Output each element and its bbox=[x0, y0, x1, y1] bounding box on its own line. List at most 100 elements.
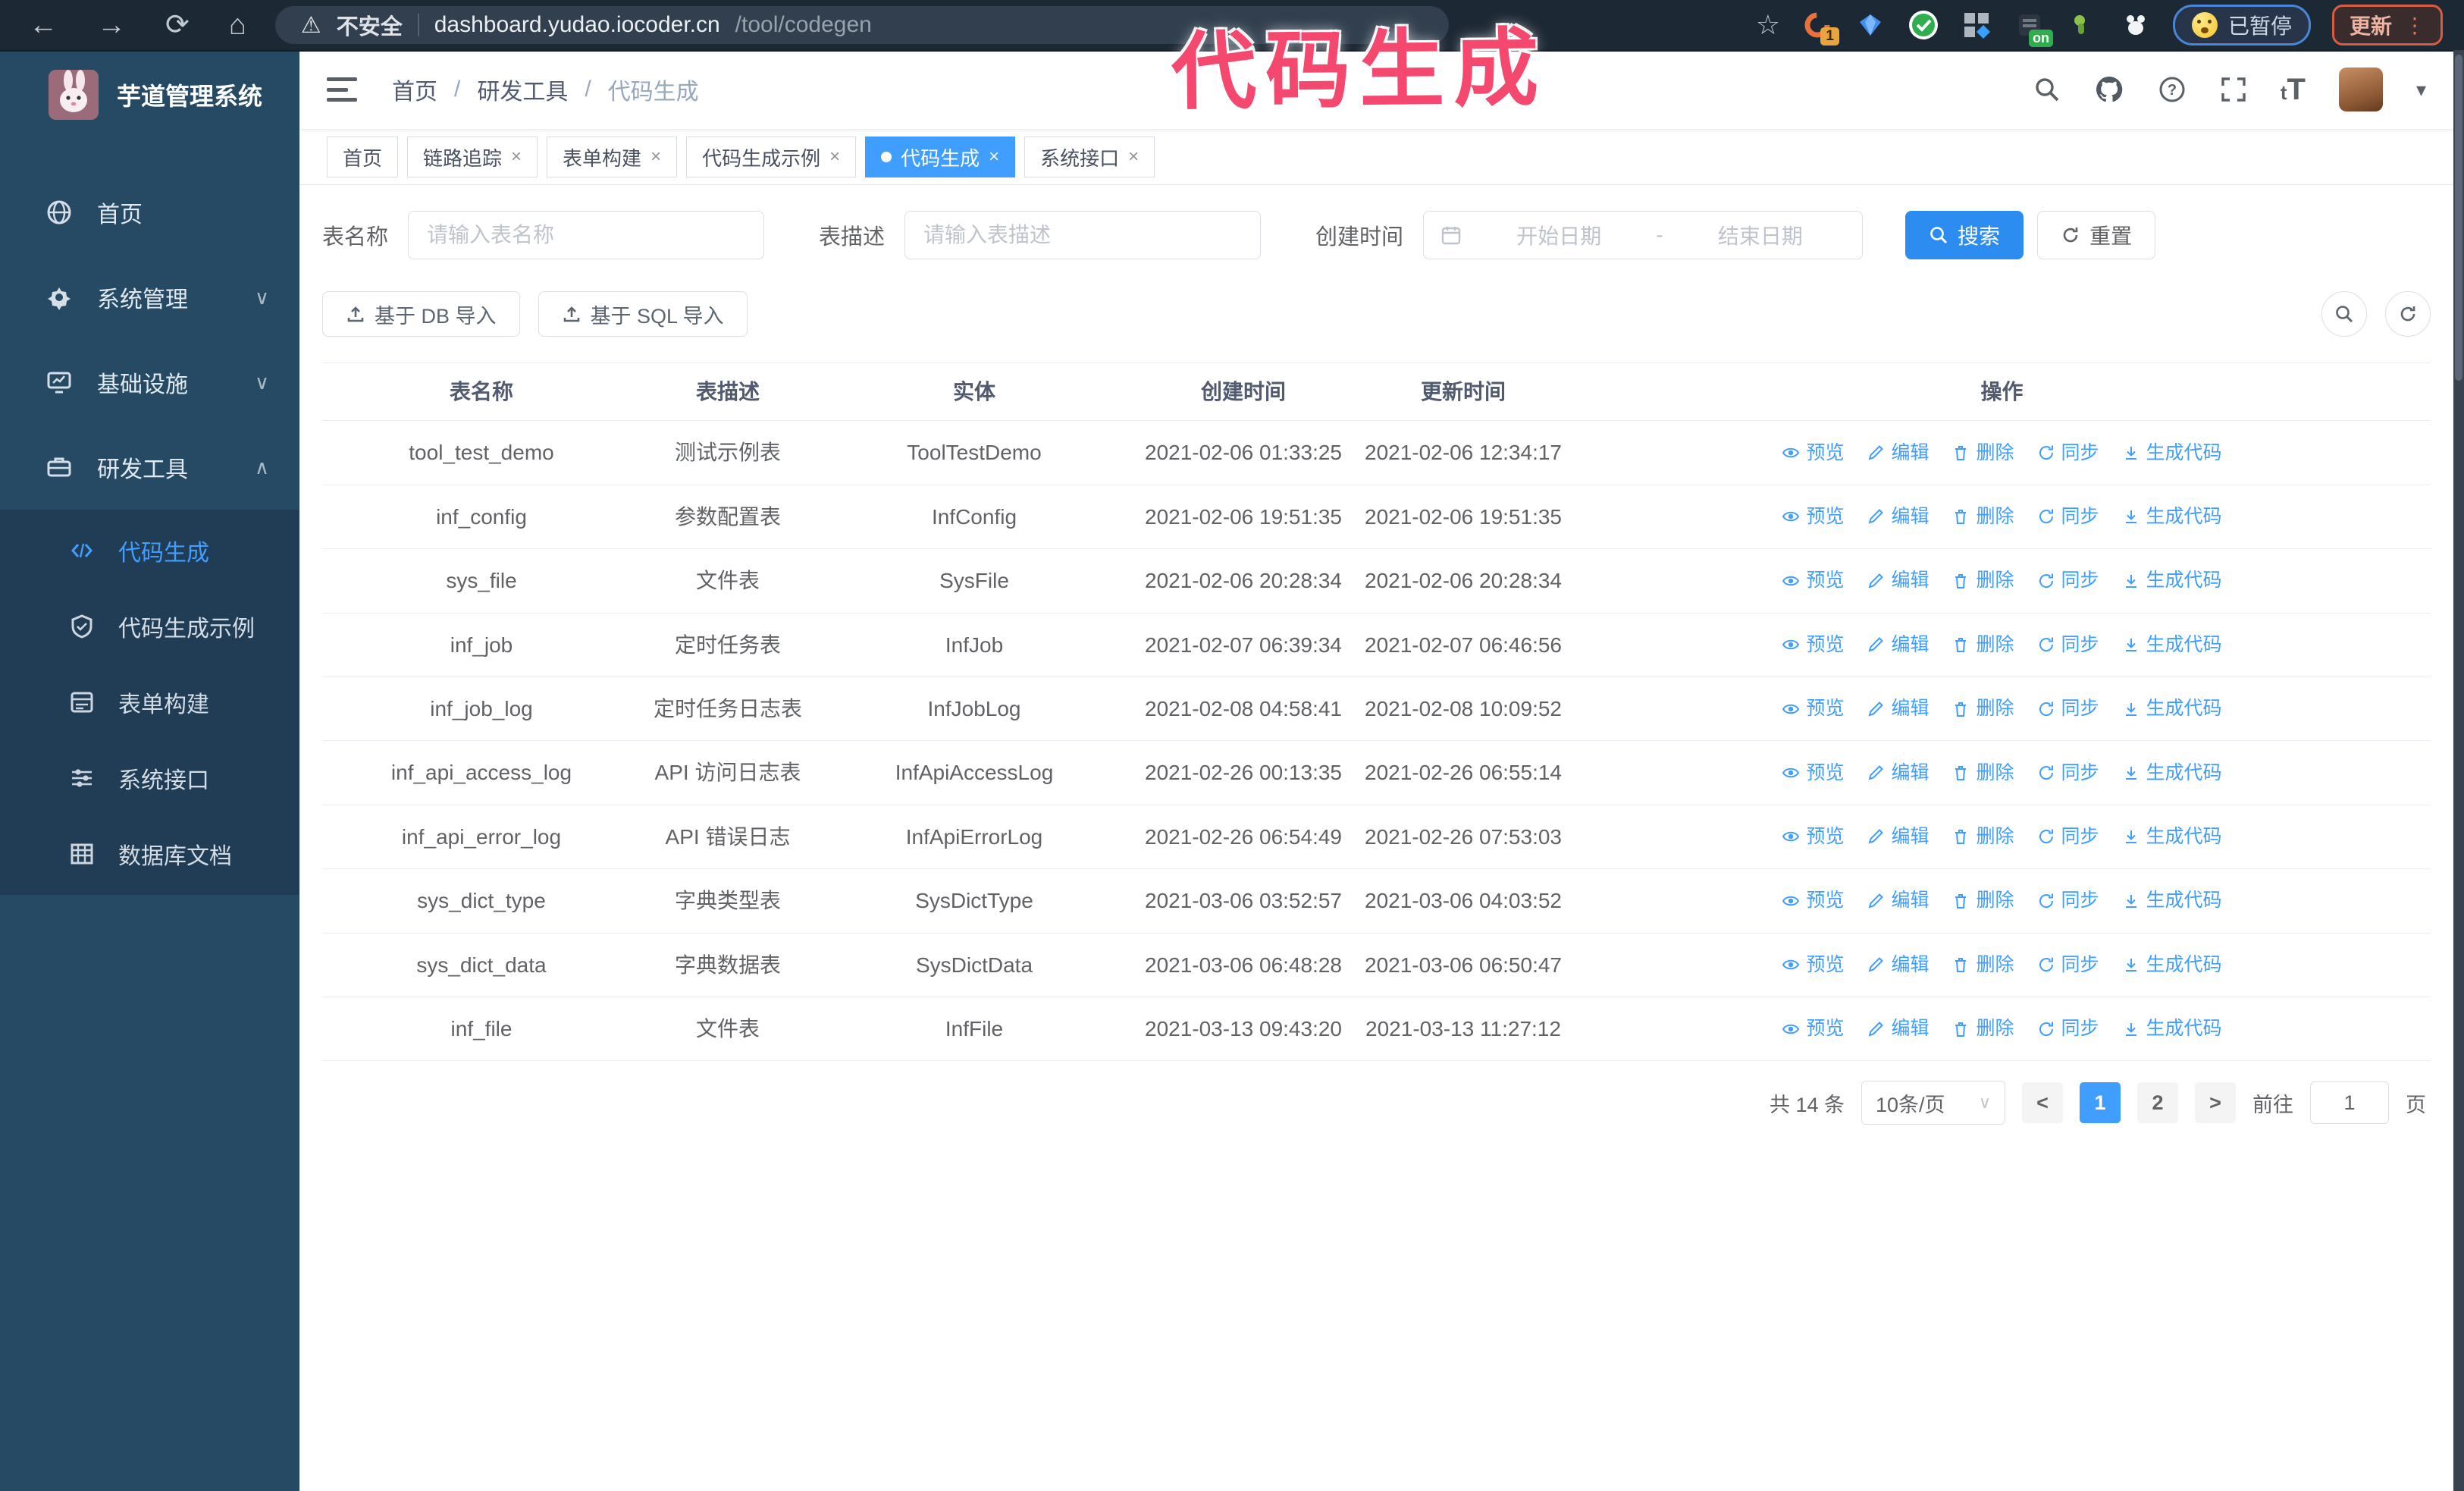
sync-link[interactable]: 同步 bbox=[2037, 566, 2099, 595]
sidebar-item-infra[interactable]: 基础设施 ∨ bbox=[0, 340, 299, 425]
home-icon[interactable]: ⌂ bbox=[228, 9, 246, 41]
generate-code-link[interactable]: 生成代码 bbox=[2122, 566, 2222, 595]
search-button[interactable]: 搜索 bbox=[1905, 211, 2024, 259]
address-bar[interactable]: ⚠ 不安全 dashboard.yudao.iocoder.cn /tool/c… bbox=[274, 6, 1449, 44]
close-icon[interactable]: × bbox=[829, 146, 841, 167]
sync-link[interactable]: 同步 bbox=[2037, 1014, 2099, 1044]
bookmark-star-icon[interactable]: ☆ bbox=[1755, 9, 1780, 40]
sync-link[interactable]: 同步 bbox=[2037, 438, 2099, 468]
breadcrumb-devtools[interactable]: 研发工具 bbox=[477, 80, 569, 105]
breadcrumb-home[interactable]: 首页 bbox=[392, 80, 437, 105]
sync-link[interactable]: 同步 bbox=[2037, 950, 2099, 980]
edit-link[interactable]: 编辑 bbox=[1867, 1014, 1929, 1044]
help-icon[interactable]: ? bbox=[2158, 75, 2187, 104]
delete-link[interactable]: 删除 bbox=[1951, 438, 2014, 468]
edit-link[interactable]: 编辑 bbox=[1867, 758, 1929, 788]
extension-grid-icon[interactable] bbox=[1961, 9, 1992, 41]
sync-link[interactable]: 同步 bbox=[2037, 630, 2099, 660]
hamburger-icon[interactable] bbox=[327, 77, 357, 102]
preview-link[interactable]: 预览 bbox=[1782, 758, 1844, 788]
preview-link[interactable]: 预览 bbox=[1782, 566, 1844, 595]
sidebar-item-codegen-example[interactable]: 代码生成示例 bbox=[0, 589, 299, 664]
sidebar-item-system[interactable]: 系统管理 ∨ bbox=[0, 255, 299, 340]
extension-gem-icon[interactable] bbox=[1854, 9, 1886, 41]
page-button-1[interactable]: 1 bbox=[2080, 1082, 2121, 1124]
reload-icon[interactable]: ⟳ bbox=[165, 9, 190, 41]
extension-paw-icon[interactable] bbox=[2120, 9, 2152, 41]
extension-green-icon[interactable] bbox=[2067, 9, 2099, 41]
refresh-table-button[interactable] bbox=[2385, 291, 2431, 337]
generate-code-link[interactable]: 生成代码 bbox=[2122, 822, 2222, 852]
edit-link[interactable]: 编辑 bbox=[1867, 886, 1929, 915]
extension-on-icon[interactable]: on bbox=[2014, 9, 2053, 47]
tab-system-api[interactable]: 系统接口 × bbox=[1024, 137, 1155, 177]
window-scrollbar[interactable] bbox=[2453, 50, 2464, 1491]
tab-trace[interactable]: 链路追踪 × bbox=[407, 137, 538, 177]
generate-code-link[interactable]: 生成代码 bbox=[2122, 1014, 2222, 1044]
generate-code-link[interactable]: 生成代码 bbox=[2122, 694, 2222, 724]
delete-link[interactable]: 删除 bbox=[1951, 630, 2014, 660]
page-button-2[interactable]: 2 bbox=[2137, 1082, 2178, 1124]
delete-link[interactable]: 删除 bbox=[1951, 566, 2014, 595]
generate-code-link[interactable]: 生成代码 bbox=[2122, 758, 2222, 788]
sync-link[interactable]: 同步 bbox=[2037, 822, 2099, 852]
edit-link[interactable]: 编辑 bbox=[1867, 822, 1929, 852]
edit-link[interactable]: 编辑 bbox=[1867, 630, 1929, 660]
preview-link[interactable]: 预览 bbox=[1782, 694, 1844, 724]
tab-home[interactable]: 首页 bbox=[327, 137, 399, 177]
sidebar-item-codegen[interactable]: 代码生成 bbox=[0, 513, 299, 589]
edit-link[interactable]: 编辑 bbox=[1867, 566, 1929, 595]
fullscreen-icon[interactable] bbox=[2220, 76, 2247, 103]
extension-check-icon[interactable] bbox=[1908, 9, 1939, 41]
sidebar-item-db-doc[interactable]: 数据库文档 bbox=[0, 816, 299, 892]
extension-orange-icon[interactable]: 1 bbox=[1801, 9, 1839, 46]
tab-codegen-example[interactable]: 代码生成示例 × bbox=[686, 137, 857, 177]
import-db-button[interactable]: 基于 DB 导入 bbox=[322, 291, 520, 337]
end-date-placeholder[interactable]: 结束日期 bbox=[1717, 224, 1803, 248]
edit-link[interactable]: 编辑 bbox=[1867, 950, 1929, 980]
close-icon[interactable]: × bbox=[650, 146, 662, 167]
sync-link[interactable]: 同步 bbox=[2037, 694, 2099, 724]
delete-link[interactable]: 删除 bbox=[1951, 886, 2014, 915]
caret-down-icon[interactable]: ▾ bbox=[2415, 77, 2426, 101]
preview-link[interactable]: 预览 bbox=[1782, 822, 1844, 852]
github-icon[interactable] bbox=[2094, 74, 2124, 105]
generate-code-link[interactable]: 生成代码 bbox=[2122, 886, 2222, 915]
edit-link[interactable]: 编辑 bbox=[1867, 502, 1929, 532]
preview-link[interactable]: 预览 bbox=[1782, 630, 1844, 660]
search-icon[interactable] bbox=[2033, 76, 2061, 103]
delete-link[interactable]: 删除 bbox=[1951, 822, 2014, 852]
preview-link[interactable]: 预览 bbox=[1782, 502, 1844, 532]
generate-code-link[interactable]: 生成代码 bbox=[2122, 630, 2222, 660]
edit-link[interactable]: 编辑 bbox=[1867, 438, 1929, 468]
scrollbar-thumb[interactable] bbox=[2455, 55, 2462, 381]
generate-code-link[interactable]: 生成代码 bbox=[2122, 438, 2222, 468]
goto-page-input[interactable] bbox=[2310, 1081, 2389, 1125]
forward-icon[interactable]: → bbox=[97, 9, 126, 41]
preview-link[interactable]: 预览 bbox=[1782, 886, 1844, 915]
sidebar-item-form-builder[interactable]: 表单构建 bbox=[0, 664, 299, 740]
close-icon[interactable]: × bbox=[989, 146, 1000, 167]
back-icon[interactable]: ← bbox=[29, 9, 58, 41]
generate-code-link[interactable]: 生成代码 bbox=[2122, 950, 2222, 980]
close-icon[interactable]: × bbox=[1128, 146, 1140, 167]
delete-link[interactable]: 删除 bbox=[1951, 1014, 2014, 1044]
sidebar-item-home[interactable]: 首页 bbox=[0, 170, 299, 255]
prev-page-button[interactable]: < bbox=[2022, 1082, 2063, 1124]
delete-link[interactable]: 删除 bbox=[1951, 502, 2014, 532]
delete-link[interactable]: 删除 bbox=[1951, 950, 2014, 980]
paused-badge[interactable]: 已暂停 bbox=[2172, 5, 2311, 46]
delete-link[interactable]: 删除 bbox=[1951, 758, 2014, 788]
show-search-button[interactable] bbox=[2321, 291, 2367, 337]
sidebar-item-devtools[interactable]: 研发工具 ∧ bbox=[0, 425, 299, 510]
update-button[interactable]: 更新 ⋮ bbox=[2331, 5, 2443, 46]
tab-form-builder[interactable]: 表单构建 × bbox=[547, 137, 678, 177]
next-page-button[interactable]: > bbox=[2195, 1082, 2236, 1124]
app-logo-block[interactable]: 芋道管理系统 bbox=[0, 50, 299, 140]
font-size-icon[interactable]: tT bbox=[2280, 72, 2306, 106]
sync-link[interactable]: 同步 bbox=[2037, 886, 2099, 915]
reset-button[interactable]: 重置 bbox=[2037, 211, 2156, 259]
preview-link[interactable]: 预览 bbox=[1782, 1014, 1844, 1044]
sidebar-item-system-api[interactable]: 系统接口 bbox=[0, 740, 299, 816]
sync-link[interactable]: 同步 bbox=[2037, 502, 2099, 532]
